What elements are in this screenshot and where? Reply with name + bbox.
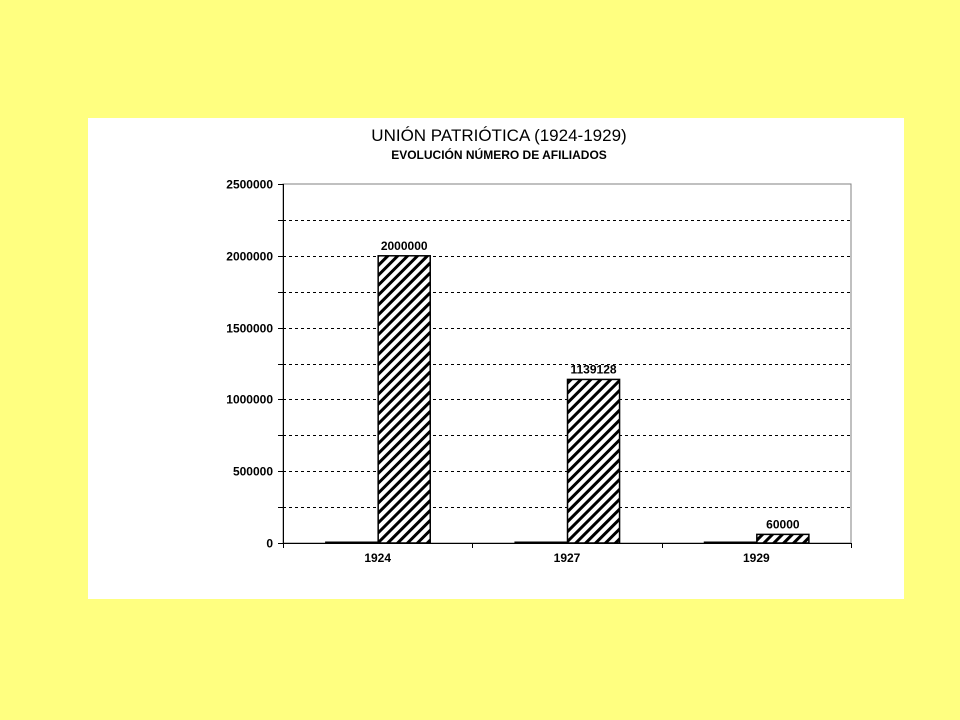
bar-chart: UNIÓN PATRIÓTICA (1924-1929) EVOLUCIÓN N… [226,126,852,566]
data-label: 60000 [766,517,800,531]
labels: 0 500000 1000000 1500000 2000000 2500000 1924 1… [226,178,800,566]
bar-series1 [703,541,757,544]
y-tick-label: 2000000 [226,250,273,264]
y-tick-label: 1500000 [226,322,273,336]
data-label: 2000000 [381,239,428,253]
chart-title: UNIÓN PATRIÓTICA (1924-1929) [371,126,626,145]
bar-series2 [756,533,810,544]
chart-panel: UNIÓN PATRIÓTICA (1924-1929) EVOLUCIÓN N… [88,118,904,599]
x-tick-label: 1929 [743,551,770,565]
bar-series1 [325,541,379,544]
bar-series2 [566,378,621,544]
y-tick-label: 500000 [233,465,273,479]
bar-series1 [514,541,568,544]
x-tick-label: 1924 [364,551,391,565]
y-tick-label: 2500000 [226,178,273,192]
y-tick-label: 1000000 [226,393,273,407]
bar-series2 [377,255,431,544]
y-tick-label: 0 [266,537,273,551]
x-tick-label: 1927 [554,551,581,565]
bars [325,255,810,544]
axes [278,183,852,548]
data-label: 1139128 [571,362,617,376]
chart-subtitle: EVOLUCIÓN NÚMERO DE AFILIADOS [391,147,607,162]
